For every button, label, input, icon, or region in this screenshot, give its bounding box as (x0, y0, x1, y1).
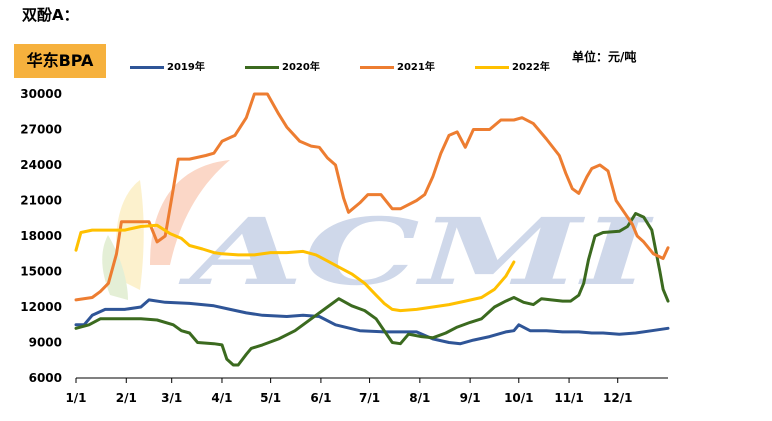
legend-label-2022: 2022年 (512, 62, 550, 73)
x-tick-label: 9/1 (460, 391, 481, 405)
x-tick-label: 6/1 (310, 391, 331, 405)
y-tick-label: 24000 (20, 158, 62, 172)
y-tick-label: 18000 (20, 229, 62, 243)
series-line-1 (74, 212, 670, 367)
series-line-2 (74, 92, 670, 302)
series-line-0 (74, 298, 670, 346)
y-tick-label: 27000 (20, 123, 62, 137)
legend-item-2019: 2019年 (130, 58, 205, 73)
unit-label: 单位：元/吨 (572, 50, 637, 64)
x-tick-label: 11/1 (554, 391, 583, 405)
y-axis: 6000 9000 12000 15000 18000 21000 24000 27000 30… (20, 87, 62, 385)
x-tick-label: 4/1 (211, 391, 232, 405)
legend-item-2021: 2021年 (360, 58, 435, 73)
x-tick-label: 1/1 (65, 391, 86, 405)
y-tick-label: 15000 (20, 265, 62, 279)
watermark: ACMI (102, 160, 655, 306)
legend-swatch-2019 (130, 65, 164, 69)
x-tick-label: 3/1 (161, 391, 182, 405)
legend-swatch-2020 (245, 65, 279, 69)
legend-label-2020: 2020年 (282, 62, 320, 73)
legend-swatch-2021 (360, 65, 394, 69)
watermark-text: ACMI (177, 198, 654, 306)
legend-swatch-2022 (475, 65, 509, 69)
y-tick-label: 12000 (20, 300, 62, 314)
series-line-3 (74, 223, 516, 313)
legend-label-2021: 2021年 (397, 62, 435, 73)
x-tick-label: 10/1 (504, 391, 533, 405)
watermark-swoosh-orange (150, 160, 230, 265)
x-tick-label: 2/1 (116, 391, 137, 405)
watermark-swoosh-yellow (116, 180, 144, 290)
legend-label-2019: 2019年 (167, 62, 205, 73)
y-tick-label: 6000 (29, 371, 62, 385)
chart-title-badge: 华东BPA (14, 44, 106, 78)
y-tick-label: 30000 (20, 87, 62, 101)
y-tick-label: 9000 (29, 336, 62, 350)
legend-item-2022: 2022年 (475, 58, 550, 73)
page-heading: 双酚A： (22, 6, 79, 24)
x-tick-label: 8/1 (409, 391, 430, 405)
x-tick-label: 7/1 (359, 391, 380, 405)
series-lines (74, 92, 670, 367)
y-tick-label: 21000 (20, 194, 62, 208)
x-axis: 1/1 2/1 3/1 4/1 5/1 6/1 7/1 8/1 9/1 10/1 11/1 12/1 (65, 378, 632, 405)
legend-item-2020: 2020年 (245, 58, 320, 73)
x-tick-label: 5/1 (260, 391, 281, 405)
x-tick-label: 12/1 (603, 391, 632, 405)
